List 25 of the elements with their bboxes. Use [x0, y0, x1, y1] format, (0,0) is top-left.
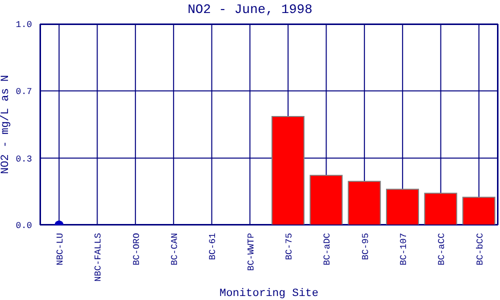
bar [272, 116, 304, 225]
bar [462, 196, 496, 225]
x-tick-label: BC-107 [398, 233, 409, 266]
chart-title: NO2 - June, 1998 [186, 2, 314, 17]
x-tick-label: BC-aDC [322, 232, 333, 266]
y-tick-label: 0.3 [16, 154, 32, 164]
bar [386, 188, 419, 225]
x-tick-label: BC-95 [360, 233, 371, 260]
y-tick-label: 0.7 [16, 87, 32, 98]
bar [348, 180, 381, 225]
x-axis-title: Monitoring Site [219, 288, 319, 300]
x-tick-label: BC-aCC [437, 232, 448, 266]
x-tick-label: BC-ORO [132, 233, 142, 266]
x-tick-label: BC-61 [208, 233, 218, 260]
x-tick-label: BC-WWTP [246, 233, 256, 271]
y-tick-label: 1.0 [16, 20, 32, 30]
bar [310, 174, 343, 225]
x-tick-label: BC-bCC [475, 232, 486, 266]
x-tick-label: NBC-LU [55, 233, 66, 266]
y-tick-label: 0.0 [16, 221, 32, 232]
x-tick-label: BC-CAN [170, 233, 180, 266]
x-tick-label: BC-75 [284, 233, 294, 260]
y-axis-title: NO2 - mg/L as N [0, 74, 12, 174]
bar [424, 192, 458, 225]
x-tick-label: NBC-FALLS [94, 233, 104, 282]
